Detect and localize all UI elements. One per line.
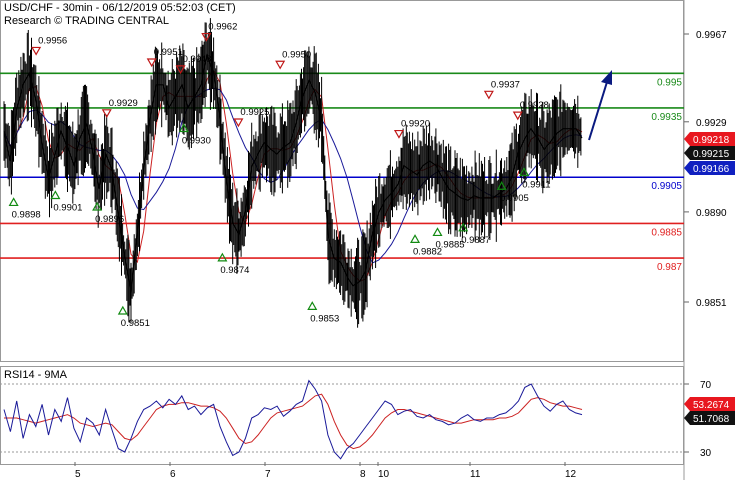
trough-label-0.9896: 0.9896 [95,214,124,225]
x-tick-label-10: 10 [378,469,390,480]
resistance-marker [31,46,42,56]
level-label-0.9885: 0.9885 [651,227,682,238]
price-series [3,18,583,328]
projection-arrow [588,70,612,141]
support-marker [496,181,507,190]
x-tick-label-11: 11 [470,469,481,480]
rsi-ma-line [4,393,583,450]
resistance-marker [483,90,494,100]
price-close-line [3,52,583,293]
resistance-marker [512,111,523,121]
support-marker [409,234,421,243]
price-badge-label-0.99166: 0.99166 [693,164,730,175]
level-label-0.9905: 0.9905 [651,181,682,192]
resistance-marker [233,118,244,128]
y-tick-label-0.9890: 0.9890 [696,208,727,219]
rsi-badge-51.7068 [684,411,735,425]
trough-label-0.9887: 0.9887 [461,235,490,246]
trough-label-0.9882: 0.9882 [413,246,442,257]
trough-label-0.9885: 0.9885 [436,239,465,250]
chart-title: USD/CHF - 30min - 06/12/2019 05:52:03 (C… [4,2,236,14]
support-marker [117,305,128,315]
y-tick-label-0.9929: 0.9929 [696,118,727,129]
trough-label-0.9874: 0.9874 [220,265,249,276]
peak-label-0.9928: 0.9928 [520,100,549,111]
rsi-tick-label-70: 70 [700,380,712,391]
x-tick-label-6: 6 [170,469,176,480]
price-badge-0.99215 [684,146,735,160]
rsi-badge-53.2674 [684,397,735,411]
support-marker [92,201,103,211]
x-tick-label-8: 8 [360,469,366,480]
x-tick-label-12: 12 [565,469,577,480]
rsi-badge-label-53.2674: 53.2674 [693,400,730,411]
resistance-marker [101,109,112,119]
peak-label-0.9929: 0.9929 [109,98,138,109]
peak-label-0.9962: 0.9962 [208,22,237,33]
rsi-tick-label-30: 30 [700,448,712,459]
rsi-title: RSI14 - 9MA [4,369,68,381]
price-badge-label-0.99215: 0.99215 [693,149,730,160]
support-marker [178,123,189,133]
peak-label-0.9956: 0.9956 [38,35,67,46]
rsi-panel: 70 30 53.2674 51.7068 [0,379,735,460]
rsi-line [3,379,583,460]
x-axis: 5 6 7 8 10 11 12 [74,462,577,480]
support-marker [217,252,228,262]
x-tick-label-7: 7 [265,469,271,480]
peak-label-0.9920: 0.9920 [401,119,430,130]
trough-label-0.9851: 0.9851 [121,318,150,329]
chart-subtitle: Research © TRADING CENTRAL [4,15,169,27]
peak-label-0.9925: 0.9925 [240,107,269,118]
y-axis: 0.9967 0.9929 0.9890 0.9851 [684,30,727,309]
support-marker [50,190,61,200]
level-label-0.9935: 0.9935 [651,112,682,123]
trough-label-0.9901: 0.9901 [53,202,82,213]
trough-label-0.9911: 0.9911 [522,179,550,190]
price-badge-0.99218 [684,132,735,146]
peak-label-0.9948: 0.9948 [183,54,212,65]
resistance-marker [393,129,405,139]
trough-label-0.9853: 0.9853 [310,313,339,324]
peak-label-0.9937: 0.9937 [491,79,520,90]
price-badges: 0.99218 0.99215 0.99166 [684,132,735,175]
peak-label-0.9950: 0.9950 [282,49,311,60]
support-marker [8,197,19,207]
price-badge-label-0.99218: 0.99218 [693,135,730,146]
resistance-marker [201,32,212,42]
resistance-marker [175,65,186,75]
support-marker [307,301,318,310]
y-tick-label-0.9967: 0.9967 [696,30,727,41]
x-tick-label-5: 5 [75,469,81,480]
rsi-panel-frame [0,366,684,465]
trough-label-0.9905: 0.9905 [500,193,529,204]
y-tick-label-0.9851: 0.9851 [696,298,727,309]
support-marker [432,227,443,237]
trough-label-0.9898: 0.9898 [12,209,41,220]
level-label-0.995: 0.995 [657,77,682,88]
resistance-marker [275,60,286,70]
peak-label-0.9951: 0.9951 [154,47,183,58]
resistance-marker [146,58,157,68]
trough-label-0.9930: 0.9930 [182,135,211,146]
level-label-0.987: 0.987 [657,262,682,273]
price-badge-0.99166 [684,161,735,175]
support-marker [519,167,530,176]
rsi-badge-label-51.7068: 51.7068 [693,414,730,425]
support-marker [458,222,469,232]
